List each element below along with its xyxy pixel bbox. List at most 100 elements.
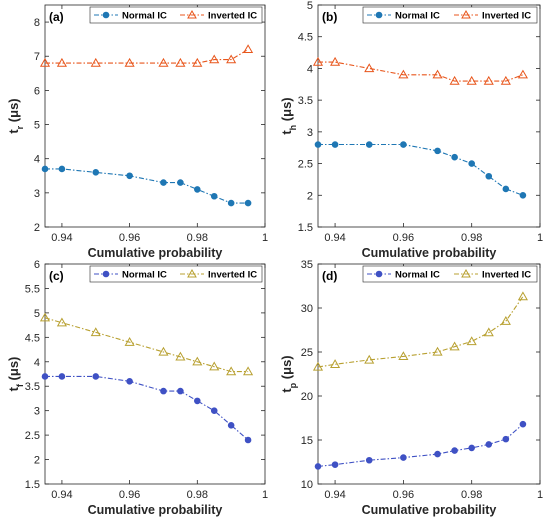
legend-marker <box>461 9 471 19</box>
x-axis-label: Cumulative probability <box>362 503 497 517</box>
y-tick-label: 20 <box>301 391 313 403</box>
chart-panel-2: 0.94 0.96 0.98 1 1.5 2 2.5 3 3.5 4 4.5 5 Cumulative … <box>279 0 543 260</box>
data-point <box>398 69 409 79</box>
plot-area <box>317 4 541 228</box>
y-tick-label: 2.5 <box>298 159 313 171</box>
x-tick-label: 0.94 <box>324 489 345 501</box>
data-point <box>485 172 493 180</box>
data-point <box>449 75 460 85</box>
data-point <box>517 69 528 79</box>
legend-box <box>362 6 538 24</box>
legend-marker <box>102 11 110 19</box>
series-line-1 <box>45 168 249 204</box>
data-point <box>126 172 133 180</box>
y-tick-label: 5.5 <box>25 283 40 295</box>
data-point <box>210 192 218 200</box>
x-tick-label: 0.96 <box>393 489 414 501</box>
x-axis-label: Cumulative probability <box>88 246 223 260</box>
x-tick-label: 0.94 <box>51 232 72 244</box>
chart-panel-1: 0.94 0.96 0.98 1 2 3 4 5 6 7 8 Cumulative probabili… <box>6 4 268 260</box>
y-tick-label: 6 <box>34 259 40 271</box>
data-point <box>468 444 475 452</box>
data-point <box>92 169 100 176</box>
legend-label: Inverted IC <box>482 11 531 22</box>
data-point <box>400 141 407 148</box>
x-tick-label: 0.94 <box>51 489 72 501</box>
legend-label: Normal IC <box>122 270 167 281</box>
data-point <box>519 420 527 428</box>
data-point <box>177 387 184 395</box>
panel-label: (c) <box>49 269 64 283</box>
data-point <box>432 346 443 356</box>
data-point <box>175 57 186 67</box>
data-point <box>90 327 101 337</box>
data-point <box>227 422 235 429</box>
data-point <box>177 179 184 186</box>
data-point <box>41 373 49 380</box>
data-point <box>331 461 339 468</box>
x-tick-label: 0.96 <box>393 232 414 244</box>
legend-label: Normal IC <box>122 11 167 22</box>
legend-marker <box>375 270 383 278</box>
x-axis-label: Cumulative probability <box>362 246 497 260</box>
x-tick-label: 1 <box>262 489 268 501</box>
y-tick-label: 4 <box>34 154 40 166</box>
legend-label: Inverted IC <box>208 11 257 22</box>
y-axis-label: tp (μs) <box>279 355 298 392</box>
data-point <box>58 373 66 380</box>
x-tick-label: 1 <box>262 232 268 244</box>
y-tick-label: 4 <box>307 63 313 75</box>
y-tick-label: 10 <box>301 479 313 491</box>
x-tick-label: 0.96 <box>119 232 140 244</box>
data-point <box>158 57 169 67</box>
data-point <box>209 361 220 371</box>
data-point <box>92 373 100 380</box>
x-tick-label: 1 <box>537 232 543 244</box>
data-point <box>451 447 458 454</box>
data-point <box>175 351 186 361</box>
y-tick-label: 4.5 <box>25 332 40 344</box>
chart-panel-3: 0.94 0.96 0.98 1 1.5 2 2.5 3 3.5 4 4.5 5 5.5 6 Cumulat… <box>6 259 268 517</box>
x-tick-label: 0.98 <box>461 232 482 244</box>
data-point <box>400 454 407 461</box>
data-point <box>517 291 528 301</box>
data-point <box>434 450 441 458</box>
data-point <box>158 346 169 356</box>
legend-marker <box>461 268 471 278</box>
data-point <box>485 441 493 448</box>
data-point <box>466 336 477 346</box>
plot-area <box>44 4 266 228</box>
y-axis-label: th (μs) <box>279 97 298 134</box>
panel-label: (b) <box>322 10 337 24</box>
series-line-1 <box>317 423 524 467</box>
data-point <box>227 199 235 207</box>
data-point <box>192 356 203 366</box>
data-point <box>330 56 341 66</box>
y-tick-label: 25 <box>301 347 313 359</box>
y-tick-label: 7 <box>34 51 40 63</box>
data-point <box>364 63 375 73</box>
legend-marker <box>187 9 197 19</box>
y-tick-label: 6 <box>34 85 40 97</box>
y-tick-label: 30 <box>301 303 313 315</box>
legend-marker <box>187 268 197 278</box>
data-point <box>432 69 443 79</box>
y-tick-label: 5 <box>34 120 40 132</box>
y-tick-label: 3 <box>34 188 40 200</box>
legend-label: Normal IC <box>395 270 440 281</box>
x-tick-label: 0.96 <box>119 489 140 501</box>
y-tick-label: 2 <box>34 455 40 467</box>
legend-box <box>89 6 263 24</box>
y-tick-label: 5 <box>307 0 313 12</box>
y-tick-label: 8 <box>34 17 40 29</box>
y-tick-label: 3.5 <box>298 95 313 107</box>
data-point <box>243 44 254 54</box>
y-tick-label: 2 <box>307 190 313 202</box>
legend-label: Inverted IC <box>208 270 257 281</box>
y-axis-label: tf (μs) <box>6 357 25 392</box>
data-point <box>483 327 494 337</box>
y-tick-label: 15 <box>301 435 313 447</box>
data-point <box>312 56 324 66</box>
data-point <box>244 436 252 444</box>
panel-label: (d) <box>322 269 337 283</box>
